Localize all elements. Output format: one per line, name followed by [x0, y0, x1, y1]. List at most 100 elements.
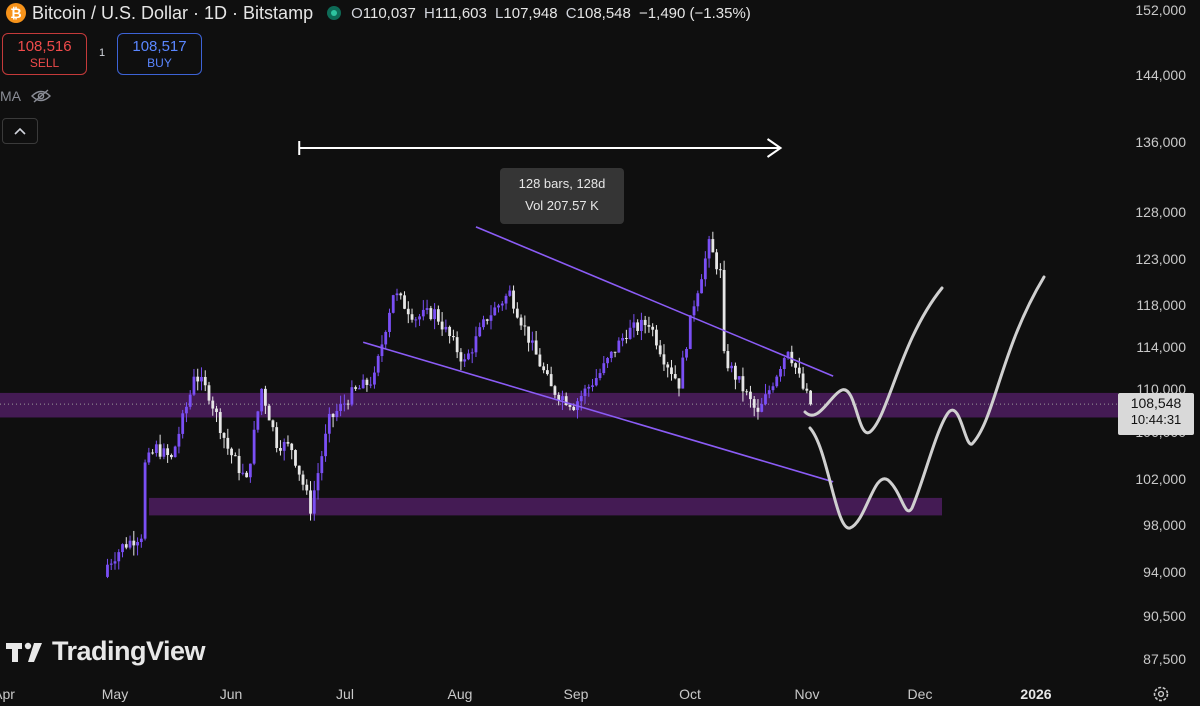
candle-body [587, 386, 591, 389]
candle-body [121, 544, 124, 553]
candle-body [173, 446, 177, 458]
candle-body [534, 340, 538, 355]
candle-body [113, 561, 117, 564]
candle-body [312, 490, 316, 514]
candle-body [598, 373, 602, 379]
candle-body [707, 239, 711, 259]
buy-label: BUY [147, 56, 172, 70]
candle-body [797, 367, 801, 374]
candle-body [192, 376, 196, 395]
indicator-label[interactable]: MA [0, 88, 21, 104]
candle-body [737, 376, 741, 380]
candle-body [463, 359, 467, 362]
candle-body [380, 344, 384, 357]
candle-body [290, 443, 294, 451]
market-status-icon[interactable] [327, 6, 342, 20]
candle-body [271, 420, 275, 428]
candle-body [767, 390, 771, 395]
high-value: 111,603 [434, 4, 487, 22]
projection-path-2 [808, 275, 1046, 530]
candle-body [606, 358, 609, 364]
candle-body [433, 309, 436, 320]
candle-body [485, 319, 489, 321]
candle-body [564, 396, 568, 405]
candle-body [628, 327, 632, 339]
candle-body [726, 351, 730, 369]
candle-body [568, 404, 572, 407]
price-axis-label: 102,000 [1135, 471, 1186, 487]
symbol-title[interactable]: Bitcoin / U.S. Dollar · 1D · Bitstamp [32, 2, 314, 23]
candle-body [752, 399, 756, 408]
candle-body [500, 303, 504, 306]
candle-body [624, 337, 628, 339]
time-axis-label: Jul [336, 686, 354, 702]
candle-body [324, 433, 327, 457]
candle-body [482, 319, 485, 328]
candle-body [132, 540, 136, 546]
candle-body [436, 309, 440, 322]
candle-body [700, 279, 703, 294]
candle-body [809, 390, 812, 405]
candle-body [771, 386, 775, 391]
candle-body [741, 376, 745, 392]
candle-body [572, 406, 576, 410]
candle-body [538, 354, 542, 367]
candle-body [504, 295, 508, 304]
spread-value: 1 [99, 47, 106, 59]
candle-body [440, 321, 444, 330]
candle-body [474, 336, 478, 353]
candle-body [162, 448, 166, 457]
candle-body [470, 352, 474, 354]
candle-body [749, 391, 752, 400]
measure-tooltip: 128 bars, 128d Vol 207.57 K [500, 168, 624, 224]
candle-body [801, 373, 805, 389]
candle-body [154, 444, 158, 453]
candle-body [106, 564, 109, 577]
candle-body [388, 312, 391, 332]
candle-body [410, 314, 414, 320]
candle-body [756, 407, 760, 412]
price-axis-label: 98,000 [1143, 517, 1186, 533]
candle-body [546, 370, 549, 375]
candle-body [384, 331, 388, 345]
chevron-up-icon [14, 127, 26, 135]
gear-icon[interactable] [1152, 685, 1170, 703]
candle-body [237, 455, 241, 474]
sell-button[interactable]: 108,516 SELL [2, 33, 87, 75]
eye-off-icon[interactable] [31, 89, 51, 103]
time-axis-label: 2026 [1020, 686, 1052, 702]
candle-body [207, 385, 211, 401]
candle-body [139, 538, 143, 543]
candle-body [406, 308, 410, 315]
candle-body [515, 308, 519, 318]
candle-body [632, 322, 636, 328]
candle-body [233, 455, 237, 457]
candle-body [692, 306, 696, 316]
candle-body [681, 357, 685, 389]
collapse-legend-button[interactable] [2, 118, 38, 144]
candle-body [425, 308, 429, 310]
candle-body [354, 387, 358, 389]
bar-countdown: 10:44:31 [1130, 412, 1182, 427]
candle-body [279, 448, 282, 451]
candle-body [203, 376, 207, 386]
candle-body [309, 490, 312, 514]
candle-body [339, 403, 342, 411]
candle-body [399, 293, 403, 296]
buy-button[interactable]: 108,517 BUY [117, 33, 202, 75]
candle-body [745, 391, 749, 393]
candle-body [553, 386, 557, 395]
candle-body [170, 455, 173, 458]
candle-body [267, 405, 271, 421]
candle-body [579, 396, 583, 402]
measure-bars-days: 128 bars, 128d [518, 176, 606, 191]
last-price-value: 108,548 [1130, 395, 1182, 411]
price-axis-label: 136,000 [1135, 134, 1186, 150]
indicator-legend[interactable]: MA [0, 88, 51, 104]
candle-body [794, 363, 797, 368]
candle-body [373, 372, 376, 385]
channel-lower-trendline [362, 341, 834, 483]
price-axis-label: 152,000 [1135, 2, 1186, 18]
price-axis-label: 94,000 [1143, 564, 1186, 580]
